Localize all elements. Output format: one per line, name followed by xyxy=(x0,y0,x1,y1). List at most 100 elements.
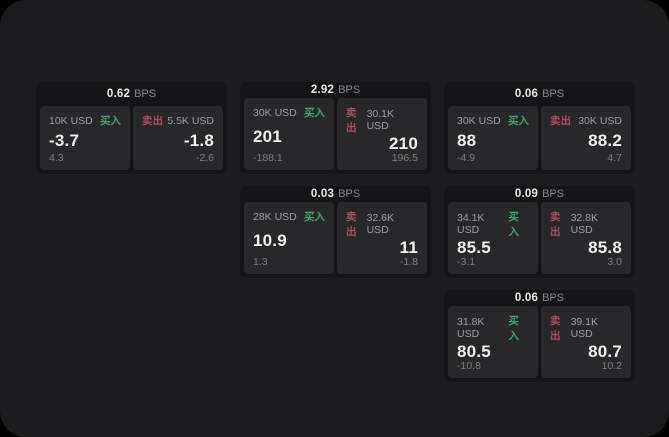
sell-size-label: 30K USD xyxy=(578,114,622,127)
sell-tile-header: 卖出 30.1K USD xyxy=(346,105,418,135)
buy-tag: 买入 xyxy=(508,211,519,238)
quote-card: 0.06 BPS 30K USD 买入 88 -4.9 卖出 30K USD 8… xyxy=(444,82,635,174)
sell-quote-tile[interactable]: 卖出 5.5K USD -1.8 -2.6 xyxy=(133,106,223,170)
sell-tile-header: 卖出 39.1K USD xyxy=(550,313,622,343)
sell-quote-tile[interactable]: 卖出 32.8K USD 85.8 3.0 xyxy=(541,202,631,274)
quote-card-body: 30K USD 买入 88 -4.9 卖出 30K USD 88.2 4.7 xyxy=(444,106,635,174)
buy-quote-tile[interactable]: 31.8K USD 买入 80.5 -10.8 xyxy=(448,306,538,378)
sell-tag: 卖出 xyxy=(142,115,163,127)
sell-quote-tile[interactable]: 卖出 30.1K USD 210 196.5 xyxy=(337,98,427,170)
sell-delta: 4.7 xyxy=(607,152,622,164)
sell-tag: 卖出 xyxy=(346,211,357,238)
buy-delta: -10.8 xyxy=(457,360,481,372)
quote-card-body: 30K USD 买入 201 -188.1 卖出 30.1K USD 210 1… xyxy=(240,98,431,174)
sell-price: 11 xyxy=(399,238,418,257)
buy-tile-header: 28K USD 买入 xyxy=(253,209,325,224)
buy-delta: 1.3 xyxy=(253,256,268,268)
buy-quote-tile[interactable]: 10K USD 买入 -3.7 4.3 xyxy=(40,106,130,170)
bps-unit-label: BPS xyxy=(338,188,361,200)
buy-tile-header: 31.8K USD 买入 xyxy=(457,313,529,343)
bps-value: 0.06 xyxy=(514,88,539,100)
buy-quote-tile[interactable]: 30K USD 买入 88 -4.9 xyxy=(448,106,538,170)
buy-delta: -188.1 xyxy=(253,152,283,164)
sell-tile-header: 卖出 5.5K USD xyxy=(142,113,214,128)
cards-grid: 0.62 BPS 10K USD 买入 -3.7 4.3 卖出 5.5K USD… xyxy=(36,82,635,382)
buy-price: 88 xyxy=(457,130,477,150)
bps-unit-label: BPS xyxy=(542,292,565,304)
sell-delta: -1.8 xyxy=(399,256,418,268)
buy-tag: 买入 xyxy=(304,211,325,223)
quote-card-body: 10K USD 买入 -3.7 4.3 卖出 5.5K USD -1.8 -2.… xyxy=(36,106,227,174)
buy-size-label: 30K USD xyxy=(457,114,501,127)
buy-delta: 4.3 xyxy=(49,152,64,164)
sell-delta: 10.2 xyxy=(601,360,622,372)
quote-card-body: 34.1K USD 买入 85.5 -3.1 卖出 32.8K USD 85.8… xyxy=(444,202,635,278)
sell-delta: 3.0 xyxy=(607,256,622,268)
quote-card: 2.92 BPS 30K USD 买入 201 -188.1 卖出 30.1K … xyxy=(240,82,431,174)
buy-tag: 买入 xyxy=(508,315,519,342)
buy-tile-header: 34.1K USD 买入 xyxy=(457,209,529,239)
sell-price: 85.8 xyxy=(588,238,622,257)
buy-price: 85.5 xyxy=(457,238,491,257)
sell-size-label: 30.1K USD xyxy=(366,108,395,132)
buy-quote-tile[interactable]: 30K USD 买入 201 -188.1 xyxy=(244,98,334,170)
sell-quote-tile[interactable]: 卖出 32.6K USD 11 -1.8 xyxy=(337,202,427,274)
sell-price: 80.7 xyxy=(588,342,622,361)
sell-size-label: 5.5K USD xyxy=(167,114,214,127)
buy-quote-tile[interactable]: 34.1K USD 买入 85.5 -3.1 xyxy=(448,202,538,274)
sell-price: -1.8 xyxy=(183,130,214,150)
quote-card-body: 28K USD 买入 10.9 1.3 卖出 32.6K USD 11 -1.8 xyxy=(240,202,431,278)
bps-header: 0.06 BPS xyxy=(444,290,635,306)
buy-tag: 买入 xyxy=(508,115,529,127)
sell-price: 88.2 xyxy=(588,130,622,150)
bps-value: 0.03 xyxy=(310,188,335,200)
bps-unit-label: BPS xyxy=(134,88,157,100)
buy-quote-tile[interactable]: 28K USD 买入 10.9 1.3 xyxy=(244,202,334,274)
sell-price: 210 xyxy=(389,134,418,153)
buy-size-label: 34.1K USD xyxy=(457,212,485,236)
buy-tag: 买入 xyxy=(304,107,325,119)
buy-delta: -4.9 xyxy=(457,152,476,164)
quote-card: 0.03 BPS 28K USD 买入 10.9 1.3 卖出 32.6K US… xyxy=(240,186,431,278)
buy-size-label: 31.8K USD xyxy=(457,316,485,340)
sell-size-label: 39.1K USD xyxy=(570,316,599,340)
buy-size-label: 10K USD xyxy=(49,114,93,127)
sell-delta: -2.6 xyxy=(195,152,214,164)
sell-delta: 196.5 xyxy=(391,152,418,164)
sell-tag: 卖出 xyxy=(550,115,571,127)
buy-tag: 买入 xyxy=(100,115,121,127)
buy-size-label: 28K USD xyxy=(253,210,297,223)
quote-card: 0.62 BPS 10K USD 买入 -3.7 4.3 卖出 5.5K USD… xyxy=(36,82,227,174)
buy-size-label: 30K USD xyxy=(253,106,297,119)
bps-header: 0.09 BPS xyxy=(444,186,635,202)
sell-quote-tile[interactable]: 卖出 30K USD 88.2 4.7 xyxy=(541,106,631,170)
sell-tag: 卖出 xyxy=(346,107,357,134)
sell-size-label: 32.8K USD xyxy=(570,212,599,236)
buy-price: 10.9 xyxy=(253,230,287,250)
sell-quote-tile[interactable]: 卖出 39.1K USD 80.7 10.2 xyxy=(541,306,631,378)
buy-tile-header: 10K USD 买入 xyxy=(49,113,121,128)
bps-unit-label: BPS xyxy=(542,88,565,100)
bps-unit-label: BPS xyxy=(338,84,361,96)
bps-header: 0.03 BPS xyxy=(240,186,431,202)
quote-card-body: 31.8K USD 买入 80.5 -10.8 卖出 39.1K USD 80.… xyxy=(444,306,635,382)
bps-header: 0.06 BPS xyxy=(444,82,635,106)
sell-tile-header: 卖出 32.6K USD xyxy=(346,209,418,239)
bps-header: 0.62 BPS xyxy=(36,82,227,106)
bps-value: 0.62 xyxy=(106,88,131,100)
buy-tile-header: 30K USD 买入 xyxy=(457,113,529,128)
sell-tile-header: 卖出 30K USD xyxy=(550,113,622,128)
quote-card: 0.06 BPS 31.8K USD 买入 80.5 -10.8 卖出 39.1… xyxy=(444,290,635,382)
buy-price: 201 xyxy=(253,126,282,146)
sell-tag: 卖出 xyxy=(550,315,561,342)
sell-tile-header: 卖出 32.8K USD xyxy=(550,209,622,239)
bps-value: 0.09 xyxy=(514,188,539,200)
sell-tag: 卖出 xyxy=(550,211,561,238)
bps-header: 2.92 BPS xyxy=(240,82,431,98)
bps-value: 2.92 xyxy=(310,84,335,96)
buy-delta: -3.1 xyxy=(457,256,476,268)
buy-tile-header: 30K USD 买入 xyxy=(253,105,325,120)
sell-size-label: 32.6K USD xyxy=(366,212,395,236)
bps-value: 0.06 xyxy=(514,292,539,304)
